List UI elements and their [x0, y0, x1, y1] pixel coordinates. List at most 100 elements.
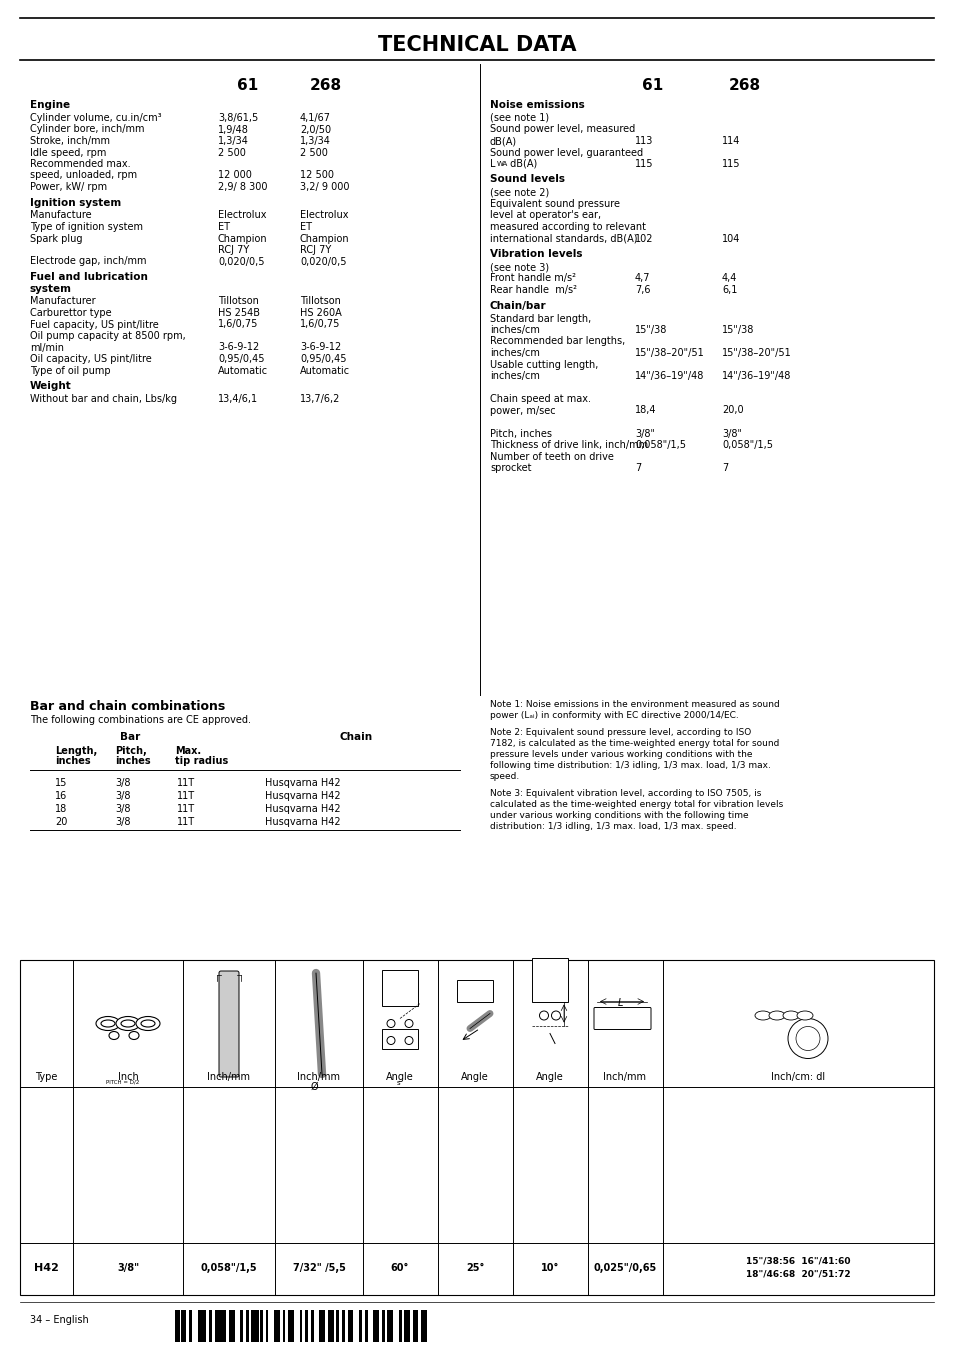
Text: 20,0: 20,0	[721, 405, 742, 416]
Ellipse shape	[116, 1016, 140, 1031]
Text: Standard bar length,: Standard bar length,	[490, 313, 591, 323]
Text: ET: ET	[218, 222, 230, 232]
Text: inches/cm: inches/cm	[490, 349, 539, 358]
Text: 16: 16	[55, 790, 67, 801]
Text: Pitch, inches: Pitch, inches	[490, 428, 552, 439]
Text: Type of ignition system: Type of ignition system	[30, 222, 143, 232]
Text: 18,4: 18,4	[635, 405, 656, 416]
Bar	[214, 1310, 219, 1342]
Text: 14"/36–19"/48: 14"/36–19"/48	[721, 372, 791, 381]
Text: Tillotson: Tillotson	[218, 296, 258, 307]
Text: 3-6-9-12: 3-6-9-12	[218, 343, 259, 353]
Ellipse shape	[387, 1036, 395, 1044]
Text: 15"/38: 15"/38	[721, 326, 754, 335]
Text: 60°: 60°	[391, 1263, 409, 1273]
Bar	[200, 1310, 203, 1342]
Text: RCJ 7Y: RCJ 7Y	[218, 245, 249, 255]
Text: 11T: 11T	[177, 778, 195, 788]
Text: Cylinder volume, cu.in/cm³: Cylinder volume, cu.in/cm³	[30, 113, 161, 123]
Text: 2,9/ 8 300: 2,9/ 8 300	[218, 182, 267, 192]
Bar	[342, 1310, 345, 1342]
Bar	[398, 1310, 401, 1342]
Text: 6,1: 6,1	[721, 285, 737, 295]
Text: 15: 15	[55, 778, 68, 788]
Text: HS 260A: HS 260A	[299, 308, 341, 317]
Text: Manufacturer: Manufacturer	[30, 296, 95, 307]
Text: Husqvarna H42: Husqvarna H42	[265, 804, 340, 815]
Bar	[358, 1310, 361, 1342]
Text: 34 – English: 34 – English	[30, 1315, 89, 1325]
Bar	[203, 1310, 206, 1342]
Text: Inch: Inch	[117, 1071, 138, 1082]
Text: 61: 61	[237, 78, 258, 93]
Text: 11T: 11T	[177, 790, 195, 801]
Text: 1,3/34: 1,3/34	[218, 136, 249, 146]
Ellipse shape	[539, 1011, 548, 1020]
Bar	[336, 1310, 339, 1342]
Ellipse shape	[796, 1011, 812, 1020]
Text: pressure levels under various working conditions with the: pressure levels under various working co…	[490, 750, 752, 759]
Bar	[232, 1310, 234, 1342]
Text: 3,8/61,5: 3,8/61,5	[218, 113, 258, 123]
Text: HS 254B: HS 254B	[218, 308, 260, 317]
Text: Inch/mm: Inch/mm	[297, 1071, 340, 1082]
Text: TECHNICAL DATA: TECHNICAL DATA	[377, 35, 576, 55]
Text: 15"/38: 15"/38	[635, 326, 667, 335]
Ellipse shape	[141, 1020, 154, 1027]
Text: 2 500: 2 500	[218, 147, 246, 158]
Text: inches: inches	[115, 757, 151, 766]
Text: 0,95/0,45: 0,95/0,45	[299, 354, 346, 363]
Ellipse shape	[551, 1011, 560, 1020]
Text: Carburettor type: Carburettor type	[30, 308, 112, 317]
Text: 13,4/6,1: 13,4/6,1	[218, 394, 258, 404]
Text: 3,2/ 9 000: 3,2/ 9 000	[299, 182, 349, 192]
Bar	[413, 1310, 417, 1342]
Text: 115: 115	[635, 159, 653, 169]
Ellipse shape	[121, 1020, 135, 1027]
Text: 1,9/48: 1,9/48	[218, 124, 249, 135]
Text: 268: 268	[310, 78, 342, 93]
Text: 102: 102	[635, 234, 653, 243]
Bar	[331, 1310, 334, 1342]
Text: 7: 7	[721, 463, 727, 473]
Text: Automatic: Automatic	[218, 366, 268, 376]
Text: Ø: Ø	[311, 1082, 318, 1092]
Text: 0,058"/1,5: 0,058"/1,5	[200, 1263, 257, 1273]
Text: Note 3: Equivalent vibration level, according to ISO 7505, is: Note 3: Equivalent vibration level, acco…	[490, 789, 760, 798]
Ellipse shape	[96, 1016, 120, 1031]
Text: 7,6: 7,6	[635, 285, 650, 295]
Text: 15"/38–20"/51: 15"/38–20"/51	[635, 349, 704, 358]
Text: Power, kW/ rpm: Power, kW/ rpm	[30, 182, 107, 192]
Bar	[456, 979, 493, 1001]
Bar	[364, 1310, 367, 1342]
Text: Chain: Chain	[339, 732, 373, 742]
Text: 18"/46:68  20"/51:72: 18"/46:68 20"/51:72	[745, 1270, 849, 1278]
Text: Electrode gap, inch/mm: Electrode gap, inch/mm	[30, 257, 147, 266]
Text: 3/8: 3/8	[115, 790, 131, 801]
Text: Number of teeth on drive: Number of teeth on drive	[490, 451, 613, 462]
Text: Front handle m/s²: Front handle m/s²	[490, 273, 576, 284]
Text: inches/cm: inches/cm	[490, 372, 539, 381]
Circle shape	[795, 1027, 820, 1051]
Bar	[288, 1310, 291, 1342]
Text: Automatic: Automatic	[299, 366, 350, 376]
Text: Rear handle  m/s²: Rear handle m/s²	[490, 285, 577, 295]
Ellipse shape	[387, 1020, 395, 1028]
Text: 3/8": 3/8"	[635, 428, 655, 439]
Text: power (Lₐᵢ) in conformity with EC directive 2000/14/EC.: power (Lₐᵢ) in conformity with EC direct…	[490, 711, 738, 720]
Bar	[223, 1310, 226, 1342]
Bar	[229, 1310, 232, 1342]
Ellipse shape	[405, 1020, 413, 1028]
Text: 1,6/0,75: 1,6/0,75	[299, 319, 340, 330]
Text: Weight: Weight	[30, 381, 71, 390]
Bar	[282, 1310, 285, 1342]
Text: Chain speed at max.: Chain speed at max.	[490, 394, 590, 404]
Text: Inch/cm: dl: Inch/cm: dl	[770, 1071, 824, 1082]
Text: Inch/mm: Inch/mm	[603, 1071, 646, 1082]
Bar	[183, 1310, 186, 1342]
Text: 3/8: 3/8	[115, 778, 131, 788]
Text: Length,: Length,	[55, 746, 97, 757]
Text: Recommended max.: Recommended max.	[30, 159, 131, 169]
Text: 25°: 25°	[465, 1263, 484, 1273]
Text: 3/8": 3/8"	[721, 428, 741, 439]
